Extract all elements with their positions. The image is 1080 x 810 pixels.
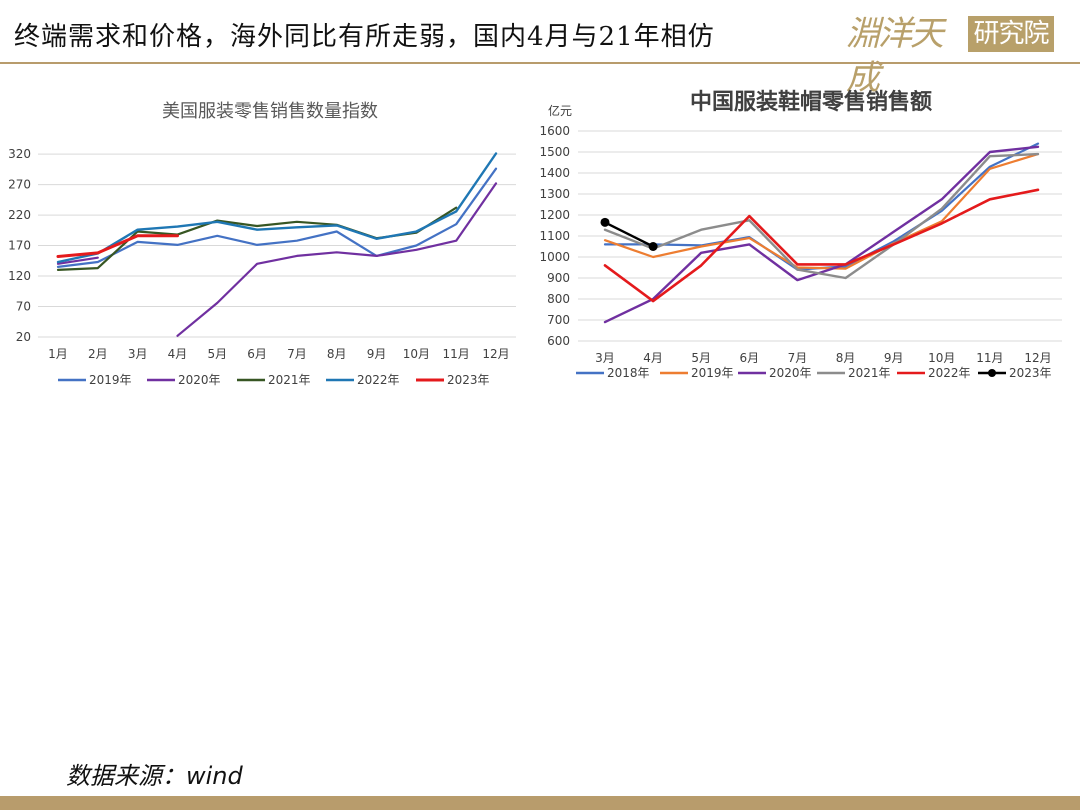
x-tick-label: 9月 — [367, 347, 387, 361]
x-tick-label: 12月 — [482, 347, 509, 361]
logo-badge: 研究院 — [968, 16, 1054, 52]
series-line-2019-0 — [56, 167, 498, 268]
chart-title: 中国服装鞋帽零售销售额 — [690, 89, 932, 115]
y-tick-label: 1600 — [539, 124, 570, 138]
logo-wordmark: 淵洋天成 — [846, 14, 944, 98]
y-tick-label: 170 — [8, 239, 31, 253]
legend-label: 2018年 — [607, 366, 650, 380]
y-tick-label: 600 — [547, 334, 570, 348]
legend-label: 2019年 — [691, 366, 734, 380]
x-tick-label: 4月 — [643, 351, 663, 365]
x-tick-label: 10月 — [403, 347, 430, 361]
legend-label: 2023年 — [1009, 366, 1052, 380]
data-source-note: 数据来源：wind — [66, 762, 243, 790]
x-tick-label: 7月 — [287, 347, 307, 361]
x-tick-label: 8月 — [836, 351, 856, 365]
legend-label: 2019年 — [89, 373, 132, 387]
legend-label: 2020年 — [769, 366, 812, 380]
series-line-2023-4 — [56, 234, 179, 258]
y-tick-label: 120 — [8, 269, 31, 283]
legend-label: 2023年 — [447, 373, 490, 387]
chart-title: 美国服装零售销售数量指数 — [162, 101, 378, 122]
series-line-2022-3 — [56, 152, 498, 264]
y-tick-label: 20 — [16, 330, 31, 344]
series-line-2020-2 — [603, 145, 1040, 324]
x-tick-label: 3月 — [128, 347, 148, 361]
title-divider — [0, 62, 1080, 64]
y-tick-label: 270 — [8, 178, 31, 192]
y-tick-label: 1400 — [539, 166, 570, 180]
y-tick-label: 1200 — [539, 208, 570, 222]
legend-label: 2022年 — [357, 373, 400, 387]
x-tick-label: 7月 — [788, 351, 808, 365]
legend-marker — [988, 369, 996, 377]
x-tick-label: 10月 — [928, 351, 955, 365]
legend-label: 2021年 — [268, 373, 311, 387]
slide-title: 终端需求和价格，海外同比有所走弱，国内4月与21年相仿 — [14, 22, 715, 52]
series-line-2020-1 — [56, 182, 498, 337]
y-tick-label: 1300 — [539, 187, 570, 201]
company-logo: 淵洋天成 研究院 — [846, 12, 1056, 98]
y-tick-label: 320 — [8, 147, 31, 161]
us-apparel-retail-index-chart: 美国服装零售销售数量指数 20 70 120 170 220 270 320 1月 2月 3月 4月 5… — [8, 101, 516, 387]
x-tick-label: 1月 — [48, 347, 68, 361]
y-unit-label: 亿元 — [548, 103, 572, 118]
series-line-2023-5 — [603, 221, 655, 248]
series-line-2021-2 — [56, 206, 458, 271]
legend-label: 2022年 — [928, 366, 971, 380]
y-tick-label: 1000 — [539, 250, 570, 264]
y-tick-label: 70 — [16, 300, 31, 314]
legend-label: 2020年 — [178, 373, 221, 387]
x-tick-label: 5月 — [691, 351, 711, 365]
y-tick-label: 1100 — [539, 229, 570, 243]
series-line-2022-4 — [603, 188, 1040, 303]
x-tick-label: 2月 — [88, 347, 108, 361]
x-tick-label: 6月 — [740, 351, 760, 365]
x-tick-label: 5月 — [207, 347, 227, 361]
y-tick-label: 1500 — [539, 145, 570, 159]
x-tick-label: 9月 — [884, 351, 904, 365]
data-point-marker — [648, 242, 658, 251]
x-tick-label: 6月 — [247, 347, 267, 361]
data-point-marker — [600, 217, 610, 227]
x-tick-label: 11月 — [443, 347, 470, 361]
series-line-2019-1 — [603, 153, 1040, 270]
x-tick-label: 11月 — [976, 351, 1003, 365]
series-line-2021-3 — [603, 152, 1040, 280]
legend-label: 2021年 — [848, 366, 891, 380]
y-tick-label: 220 — [8, 208, 31, 222]
y-tick-label: 800 — [547, 292, 570, 306]
x-tick-label: 8月 — [327, 347, 347, 361]
y-tick-label: 700 — [547, 313, 570, 327]
x-tick-label: 12月 — [1024, 351, 1051, 365]
footer-bar — [0, 796, 1080, 810]
x-tick-label: 4月 — [168, 347, 188, 361]
x-tick-label: 3月 — [595, 351, 615, 365]
y-tick-label: 900 — [547, 271, 570, 285]
